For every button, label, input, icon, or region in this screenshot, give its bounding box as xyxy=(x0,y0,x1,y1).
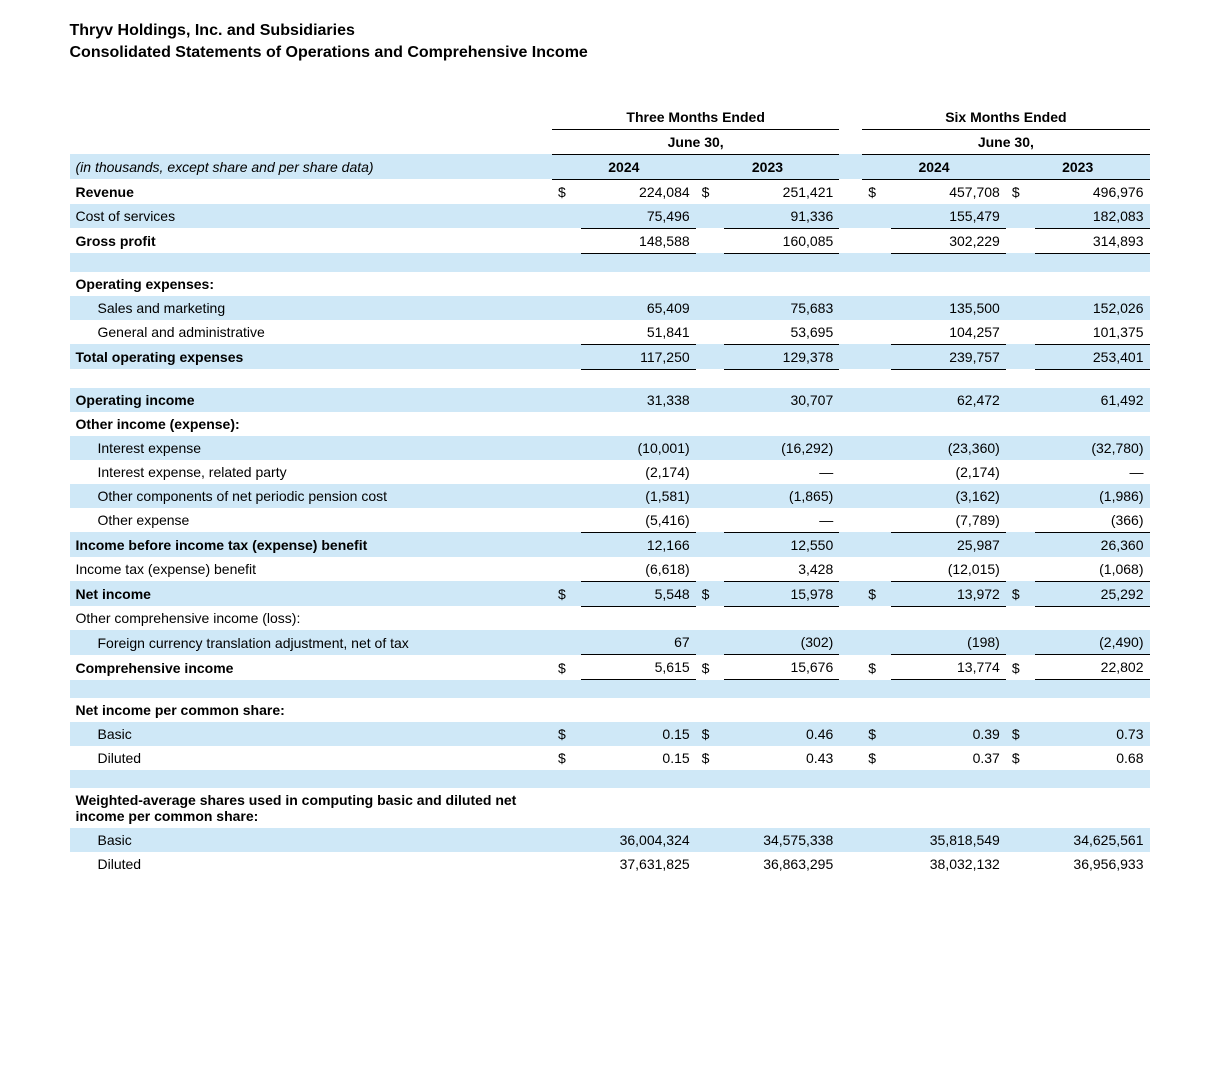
document: Thryv Holdings, Inc. and Subsidiaries Co… xyxy=(70,20,1150,876)
row-gross-profit: Gross profit 148,588 160,085 302,229 314… xyxy=(70,228,1150,253)
row-interest-expense-related-party: Interest expense, related party (2,174) … xyxy=(70,460,1150,484)
period-3mo-sub: June 30, xyxy=(552,129,839,154)
period-6mo-title: Six Months Ended xyxy=(862,105,1149,130)
row-shares-header: Weighted-average shares used in computin… xyxy=(70,788,1150,828)
units-note: (in thousands, except share and per shar… xyxy=(70,154,553,179)
row-net-income: Net income $5,548 $15,978 $13,972 $25,29… xyxy=(70,581,1150,606)
row-other-income-header: Other income (expense): xyxy=(70,412,1150,436)
row-eps-basic: Basic $0.15 $0.46 $0.39 $0.73 xyxy=(70,722,1150,746)
year-c2: 2023 xyxy=(696,154,840,179)
row-revenue: Revenue $224,084 $251,421 $457,708 $496,… xyxy=(70,179,1150,204)
year-c3: 2024 xyxy=(862,154,1006,179)
income-statement-table: Three Months Ended Six Months Ended June… xyxy=(70,105,1150,877)
row-shares-basic: Basic 36,004,324 34,575,338 35,818,549 3… xyxy=(70,828,1150,852)
row-total-opex: Total operating expenses 117,250 129,378… xyxy=(70,344,1150,369)
row-income-tax: Income tax (expense) benefit (6,618) 3,4… xyxy=(70,557,1150,582)
row-other-expense: Other expense (5,416) — (7,789) (366) xyxy=(70,508,1150,533)
period-header-row: Three Months Ended Six Months Ended xyxy=(70,105,1150,130)
row-eps-header: Net income per common share: xyxy=(70,698,1150,722)
row-cost-of-services: Cost of services 75,496 91,336 155,479 1… xyxy=(70,204,1150,229)
row-opex-header: Operating expenses: xyxy=(70,272,1150,296)
period-3mo-title: Three Months Ended xyxy=(552,105,839,130)
company-name: Thryv Holdings, Inc. and Subsidiaries xyxy=(70,20,1150,42)
row-pension-cost: Other components of net periodic pension… xyxy=(70,484,1150,508)
year-c4: 2023 xyxy=(1006,154,1150,179)
period-sub-row: June 30, June 30, xyxy=(70,129,1150,154)
row-operating-income: Operating income 31,338 30,707 62,472 61… xyxy=(70,388,1150,412)
row-income-before-tax: Income before income tax (expense) benef… xyxy=(70,532,1150,557)
statement-title: Consolidated Statements of Operations an… xyxy=(70,42,1150,64)
row-sales-marketing: Sales and marketing 65,409 75,683 135,50… xyxy=(70,296,1150,320)
row-oci-header: Other comprehensive income (loss): xyxy=(70,606,1150,630)
row-eps-diluted: Diluted $0.15 $0.43 $0.37 $0.68 xyxy=(70,746,1150,770)
row-fx-adjustment: Foreign currency translation adjustment,… xyxy=(70,630,1150,655)
year-c1: 2024 xyxy=(552,154,696,179)
row-interest-expense: Interest expense (10,001) (16,292) (23,3… xyxy=(70,436,1150,460)
label: Revenue xyxy=(70,179,553,204)
title-block: Thryv Holdings, Inc. and Subsidiaries Co… xyxy=(70,20,1150,65)
year-header-row: (in thousands, except share and per shar… xyxy=(70,154,1150,179)
row-shares-diluted: Diluted 37,631,825 36,863,295 38,032,132… xyxy=(70,852,1150,876)
row-comprehensive-income: Comprehensive income $5,615 $15,676 $13,… xyxy=(70,655,1150,680)
period-6mo-sub: June 30, xyxy=(862,129,1149,154)
row-general-admin: General and administrative 51,841 53,695… xyxy=(70,320,1150,345)
